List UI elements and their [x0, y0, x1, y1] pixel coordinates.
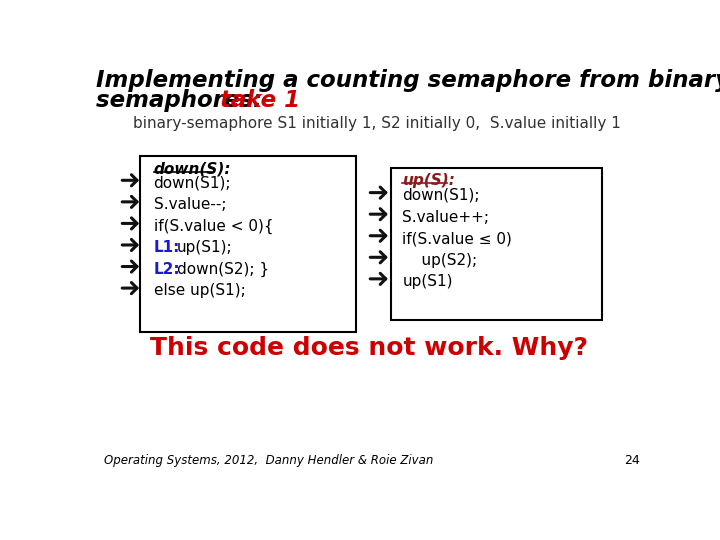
Text: up(S1): up(S1)	[402, 274, 453, 289]
Text: down(S1);: down(S1);	[402, 188, 480, 203]
Text: semaphores:: semaphores:	[96, 90, 271, 112]
Text: else up(S1);: else up(S1);	[153, 284, 246, 299]
Text: if(S.value < 0){: if(S.value < 0){	[153, 219, 273, 234]
Text: This code does not work. Why?: This code does not work. Why?	[150, 336, 588, 360]
Text: 24: 24	[624, 454, 640, 467]
Text: up(S2);: up(S2);	[402, 253, 477, 268]
Text: up(S):: up(S):	[402, 173, 455, 187]
Text: take 1: take 1	[220, 90, 300, 112]
Text: L1:: L1:	[153, 240, 180, 255]
Text: down(S1);: down(S1);	[153, 176, 231, 191]
Text: down(S):: down(S):	[153, 161, 231, 176]
Text: down(S2); }: down(S2); }	[177, 262, 269, 277]
Text: if(S.value ≤ 0): if(S.value ≤ 0)	[402, 231, 512, 246]
Bar	[391, 168, 601, 320]
Text: S.value++;: S.value++;	[402, 210, 490, 225]
Bar	[140, 157, 356, 332]
Text: L2:: L2:	[153, 262, 180, 277]
Text: Operating Systems, 2012,  Danny Hendler & Roie Zivan: Operating Systems, 2012, Danny Hendler &…	[104, 454, 433, 467]
Text: S.value--;: S.value--;	[153, 197, 226, 212]
Text: up(S1);: up(S1);	[177, 240, 233, 255]
Text: Implementing a counting semaphore from binary: Implementing a counting semaphore from b…	[96, 70, 720, 92]
Text: binary-semaphore S1 initially 1, S2 initially 0,  S.value initially 1: binary-semaphore S1 initially 1, S2 init…	[132, 116, 621, 131]
